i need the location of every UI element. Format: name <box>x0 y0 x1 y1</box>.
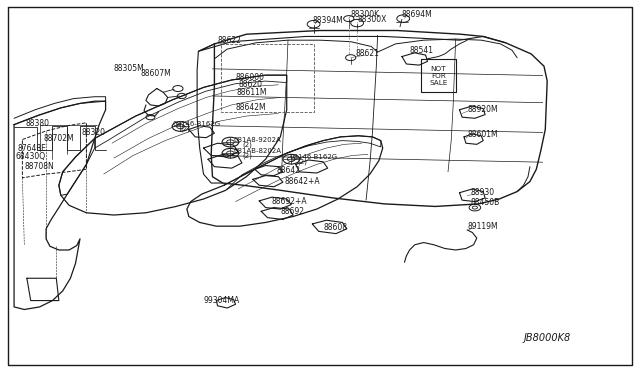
Text: 88305M: 88305M <box>114 64 145 73</box>
Text: 87648E: 87648E <box>18 144 47 153</box>
Text: 88708N: 88708N <box>24 162 54 171</box>
Text: 88621: 88621 <box>355 49 379 58</box>
Text: 88692+A: 88692+A <box>272 197 308 206</box>
Text: 88601M: 88601M <box>467 130 498 139</box>
Text: (2): (2) <box>298 158 307 165</box>
Text: 89119M: 89119M <box>467 222 498 231</box>
Text: 081A8-9202A: 081A8-9202A <box>234 137 282 142</box>
Text: 88642M: 88642M <box>236 103 266 112</box>
Text: 88394M: 88394M <box>312 16 343 25</box>
Text: 88611M: 88611M <box>237 88 268 97</box>
Text: 88642+A: 88642+A <box>285 177 321 186</box>
Text: 88622: 88622 <box>218 36 241 45</box>
Text: 88541: 88541 <box>410 46 434 55</box>
Text: 88920M: 88920M <box>467 105 498 114</box>
Text: 88642: 88642 <box>276 166 301 175</box>
Text: 88380: 88380 <box>26 119 50 128</box>
Text: (2): (2) <box>242 152 252 159</box>
Text: 88607M: 88607M <box>141 69 172 78</box>
Text: 88300X: 88300X <box>357 15 387 24</box>
Text: 08146-B162G: 08146-B162G <box>289 154 337 160</box>
Text: 081AB-8202A: 081AB-8202A <box>234 148 282 154</box>
Text: JB8000K8: JB8000K8 <box>524 333 571 343</box>
Text: 88702M: 88702M <box>44 134 74 143</box>
Text: 88694M: 88694M <box>402 10 433 19</box>
Text: 68430Q: 68430Q <box>16 153 46 161</box>
Text: NOT
FOR
SALE: NOT FOR SALE <box>429 65 447 86</box>
Text: 88320: 88320 <box>82 128 106 137</box>
Text: (2): (2) <box>180 125 190 132</box>
Text: 886000: 886000 <box>236 73 264 82</box>
Text: 88450B: 88450B <box>470 198 500 207</box>
Text: 88608: 88608 <box>323 223 347 232</box>
Text: 99304MA: 99304MA <box>204 296 240 305</box>
Text: 88692: 88692 <box>280 207 305 216</box>
Text: 88930: 88930 <box>470 188 495 197</box>
Text: 88620: 88620 <box>239 80 263 89</box>
Text: (2): (2) <box>242 141 252 148</box>
Text: 88300K: 88300K <box>351 10 380 19</box>
Text: 08146-B162G: 08146-B162G <box>173 121 221 126</box>
